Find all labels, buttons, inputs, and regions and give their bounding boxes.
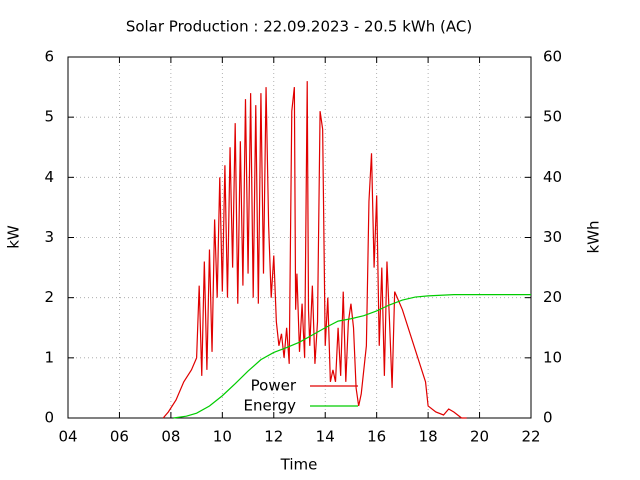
y2-tick-label: 30 [543,228,562,246]
y-tick-label: 5 [44,108,54,126]
y2-tick-label: 40 [543,168,562,186]
legend-label: Energy [243,397,296,415]
y2-tick-label: 10 [543,348,562,366]
y-tick-label: 0 [44,409,54,427]
x-tick-label: 08 [161,428,180,446]
x-tick-label: 10 [213,428,232,446]
x-tick-label: 12 [264,428,283,446]
x-tick-label: 14 [316,428,335,446]
x-tick-label: 16 [367,428,386,446]
y-tick-label: 3 [44,228,54,246]
x-tick-label: 18 [419,428,438,446]
y2-tick-label: 20 [543,288,562,306]
y-tick-label: 6 [44,48,54,66]
y2-tick-label: 60 [543,48,562,66]
y-axis-label: kW [5,225,23,249]
plot-border [67,56,532,419]
y2-tick-label: 50 [543,108,562,126]
x-tick-label: 22 [521,428,540,446]
y2-tick-label: 0 [543,409,553,427]
legend-label: Power [251,377,297,395]
y2-axis-label: kWh [585,220,603,253]
x-tick-label: 04 [58,428,77,446]
x-axis-label: Time [280,456,318,474]
x-tick-label: 06 [110,428,129,446]
chart-title: Solar Production : 22.09.2023 - 20.5 kWh… [126,18,472,36]
series-line [173,294,531,419]
series-line [162,81,467,419]
y-tick-label: 4 [44,168,54,186]
y-tick-label: 1 [44,348,54,366]
x-tick-label: 20 [470,428,489,446]
y-tick-label: 2 [44,288,54,306]
